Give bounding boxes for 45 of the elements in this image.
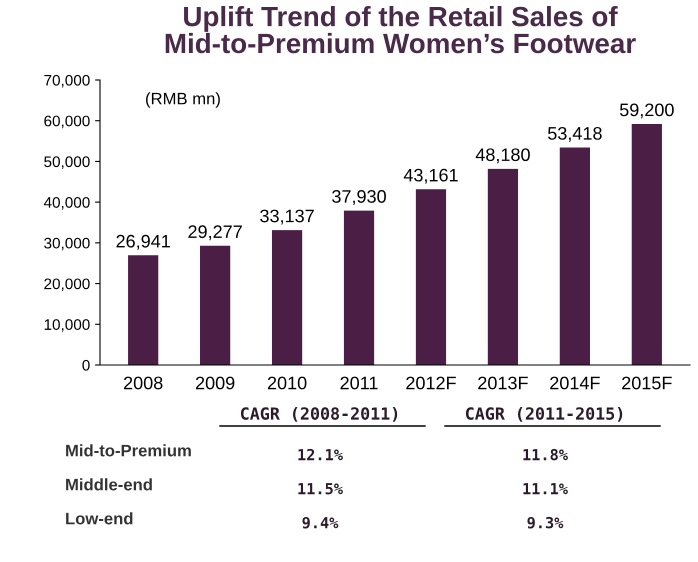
x-tick-label: 2009 [196,376,234,390]
text: Mid-to-Premium [66,444,191,456]
bar [560,148,590,365]
bar [200,246,230,365]
bar [272,230,302,365]
y-tick-label: 60,000 [44,116,90,128]
x-tick-label: 2010 [268,376,306,390]
x-tick-label: 2011 [340,376,378,390]
text: 9.3% [527,516,564,529]
x-tick-label: 2014F [550,376,600,390]
text: Low-end [66,512,132,524]
data-label: 33,137 [260,210,314,224]
bar [416,189,446,365]
x-tick-label: 2012F [406,376,456,390]
y-tick-label: 0 [82,360,90,371]
data-label: 29,277 [188,225,242,240]
bar [128,255,158,365]
bar [344,210,374,365]
text: 9.4% [302,516,338,529]
annotation: (RMB mn) [146,92,220,108]
bar [488,168,518,365]
y-tick-label: 10,000 [44,319,90,332]
y-tick-label: 40,000 [44,197,90,210]
chart-title: Uplift Trend of the Retail Sales of Mid-to-Premium Women’s Footwear [166,6,636,54]
data-label: 26,941 [116,234,170,250]
y-tick-label: 50,000 [44,156,90,169]
data-label: 37,930 [332,190,386,205]
text: 11.8% [523,448,568,460]
text: 12.1% [298,448,343,460]
text: CAGR (2008-2011) [240,406,398,422]
x-tick-label: 2008 [124,376,162,390]
data-label: 48,180 [476,148,530,164]
text: Middle-end [66,478,152,490]
bar [632,124,662,365]
text: 11.1% [523,483,568,494]
x-tick-label: 2015F [622,376,672,390]
text: 11.5% [298,483,343,494]
data-label: 59,200 [620,103,674,118]
data-label: 53,418 [548,126,602,142]
y-tick-label: 30,000 [44,238,90,250]
x-tick-label: 2013F [478,376,528,390]
y-tick-label: 20,000 [44,278,90,292]
data-label: 43,161 [404,168,458,184]
text: CAGR (2011-2015) [466,406,622,422]
y-tick-label: 70,000 [44,74,90,88]
